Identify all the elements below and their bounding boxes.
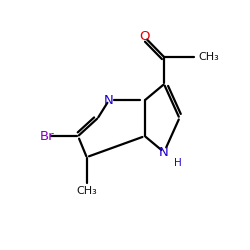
Text: CH₃: CH₃: [198, 52, 219, 62]
Text: Br: Br: [40, 130, 54, 142]
Text: N: N: [104, 94, 114, 107]
Text: CH₃: CH₃: [76, 186, 97, 196]
Text: N: N: [159, 146, 169, 159]
Text: O: O: [140, 30, 150, 43]
Text: H: H: [174, 158, 182, 168]
